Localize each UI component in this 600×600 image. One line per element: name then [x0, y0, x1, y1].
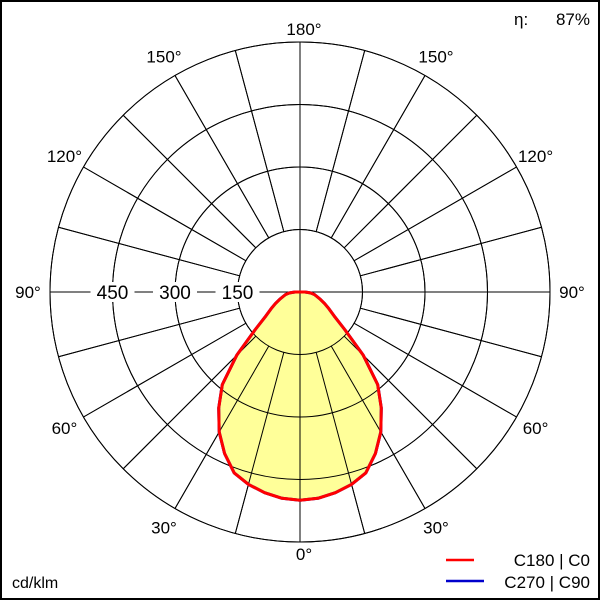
unit-label: cd/klm: [12, 575, 58, 592]
spoke: [315, 352, 366, 534]
spoke: [234, 352, 285, 534]
spoke: [330, 75, 426, 239]
angle-label: 30°: [151, 519, 177, 538]
efficiency-symbol: η:: [514, 10, 528, 29]
spoke: [343, 114, 478, 249]
labels: 150 300 450 0° 30° 30° 60° 60° 90° 90° 120° 120° 150…: [15, 20, 585, 564]
spoke: [174, 75, 270, 239]
angle-label: 90°: [559, 283, 585, 302]
angle-label: 120°: [518, 147, 553, 166]
radial-tick-label: 450: [97, 283, 129, 304]
spoke: [315, 50, 366, 232]
legend: C180 | C0 C270 | C90: [446, 551, 590, 592]
spoke: [330, 345, 426, 509]
angle-label: 30°: [423, 519, 449, 538]
angle-label: 60°: [523, 419, 549, 438]
radial-tick-label: 150: [222, 283, 254, 304]
tick-bg: [153, 282, 197, 302]
legend-label-c180-c0: C180 | C0: [514, 551, 590, 570]
spoke: [58, 307, 240, 358]
spoke: [122, 114, 257, 249]
angle-label: 120°: [47, 147, 82, 166]
spoke: [83, 322, 247, 418]
tick-bg: [90, 282, 135, 302]
spoke: [58, 226, 240, 277]
angle-label: 0°: [296, 545, 312, 564]
spoke: [360, 226, 542, 277]
legend-label-c270-c90: C270 | C90: [504, 573, 590, 592]
tick-bg: [215, 282, 260, 302]
angle-label: 180°: [286, 20, 321, 39]
angle-label: 90°: [15, 283, 41, 302]
spoke: [353, 166, 517, 262]
spoke: [83, 166, 247, 262]
radial-tick-label: 300: [159, 283, 191, 304]
angle-label: 60°: [52, 419, 78, 438]
spoke: [234, 50, 285, 232]
angle-label: 150°: [418, 47, 453, 66]
efficiency-value: 87%: [556, 10, 590, 29]
spoke: [174, 345, 270, 509]
curve-c180-c0: [217, 290, 383, 502]
angle-label: 150°: [146, 47, 181, 66]
spoke: [360, 307, 542, 358]
spoke: [353, 322, 517, 418]
